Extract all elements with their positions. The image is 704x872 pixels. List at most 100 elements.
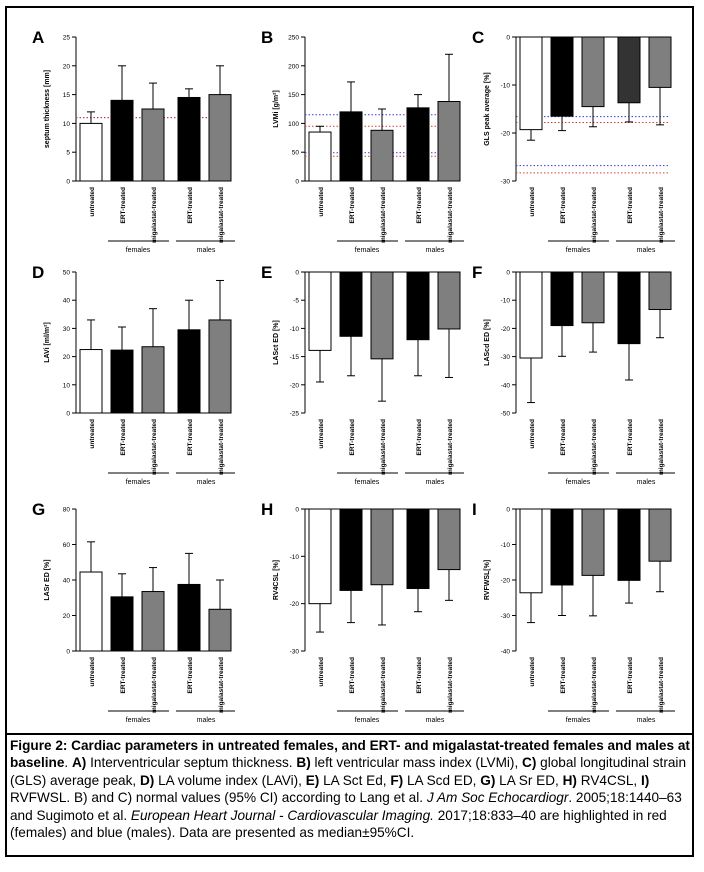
category-label: ERT-treated — [120, 657, 127, 694]
category-label: untreated — [89, 419, 96, 449]
panel-h: H 0 -10 -20 -30 RV4CSL [%] untreated ERT-treate… — [261, 500, 464, 724]
y-tick-label: 0 — [506, 507, 510, 514]
category-label: ERT-treated — [120, 419, 127, 456]
y-tick-label: 250 — [288, 35, 299, 42]
category-label: migalastat-treated — [218, 187, 225, 243]
panel-b: B 0 50 100 150 200 250 LVMi [g/m²] untreated ERT-… — [261, 28, 464, 254]
y-tick-label: 150 — [288, 92, 299, 99]
category-label: untreated — [318, 419, 325, 449]
caption-title: Figure 2: Cardiac parameters in untreate… — [10, 738, 690, 771]
category-label: ERT-treated — [187, 187, 194, 224]
bar — [339, 508, 363, 591]
group-label-males: males — [426, 717, 445, 724]
category-label: migalastat-treated — [591, 187, 598, 243]
category-label: migalastat-treated — [658, 657, 665, 713]
panel-letter: I — [472, 500, 477, 519]
y-tick-label: 20 — [63, 354, 71, 361]
category-label: untreated — [529, 187, 536, 217]
y-tick-label: 0 — [66, 411, 70, 418]
category-label: migalastat-treated — [151, 657, 158, 713]
bar — [141, 346, 165, 414]
bar — [110, 349, 134, 414]
bar — [177, 329, 201, 414]
group-label-males: males — [637, 247, 656, 254]
bar — [141, 591, 165, 652]
bar — [519, 508, 543, 594]
y-axis-label: GLS peak average [%] — [484, 72, 491, 146]
bar — [617, 36, 641, 104]
category-label: migalastat-treated — [447, 419, 454, 475]
category-label: ERT-treated — [349, 187, 356, 224]
category-label: ERT-treated — [416, 419, 423, 456]
group-label-females: females — [126, 479, 151, 486]
y-tick-label: 0 — [295, 507, 299, 514]
category-label: ERT-treated — [560, 187, 567, 224]
category-label: migalastat-treated — [218, 657, 225, 713]
y-tick-label: -10 — [290, 554, 300, 561]
bar — [110, 596, 134, 652]
figure-caption: Figure 2: Cardiac parameters in untreate… — [10, 738, 690, 841]
bar — [339, 111, 363, 182]
bar — [581, 36, 605, 108]
y-tick-label: -5 — [293, 298, 299, 305]
category-label: ERT-treated — [627, 187, 634, 224]
y-tick-label: -10 — [501, 298, 511, 305]
group-label-females: females — [126, 247, 151, 254]
bar — [177, 583, 201, 652]
category-label: migalastat-treated — [591, 657, 598, 713]
category-label: ERT-treated — [560, 657, 567, 694]
y-axis-label: LAVi [ml/m²] — [44, 322, 51, 363]
group-label-males: males — [637, 717, 656, 724]
bar — [177, 96, 201, 182]
bar — [581, 271, 605, 324]
category-label: ERT-treated — [416, 657, 423, 694]
group-label-females: females — [355, 479, 380, 486]
panel-i: I 0 -10 -20 -30 -40 RVFWSL[%] untreated ERT-trea… — [472, 500, 675, 724]
y-tick-label: -25 — [290, 411, 300, 418]
category-label: untreated — [529, 657, 536, 687]
y-tick-label: 15 — [63, 92, 71, 99]
bar — [581, 508, 605, 576]
group-label-females: females — [126, 717, 151, 724]
y-tick-label: 20 — [63, 63, 71, 70]
panel-letter: B — [261, 28, 273, 47]
group-label-males: males — [197, 717, 216, 724]
bar — [519, 271, 543, 359]
bar — [79, 571, 103, 652]
y-tick-label: -20 — [501, 131, 511, 138]
y-tick-label: -30 — [501, 179, 511, 186]
bar — [617, 508, 641, 581]
group-label-males: males — [197, 247, 216, 254]
category-label: migalastat-treated — [151, 419, 158, 475]
y-tick-label: -40 — [501, 382, 511, 389]
y-tick-label: 0 — [295, 270, 299, 277]
bar — [437, 508, 461, 571]
y-tick-label: 100 — [288, 121, 299, 128]
bar — [370, 508, 394, 586]
y-tick-label: 0 — [66, 179, 70, 186]
y-tick-label: 0 — [506, 270, 510, 277]
group-label-females: females — [355, 247, 380, 254]
y-tick-label: -40 — [501, 649, 511, 656]
bar — [370, 129, 394, 182]
bar — [208, 608, 232, 652]
group-label-females: females — [566, 247, 591, 254]
category-label: migalastat-treated — [658, 187, 665, 243]
bar — [437, 101, 461, 182]
y-tick-label: -20 — [290, 601, 300, 608]
y-tick-label: 60 — [63, 542, 71, 549]
category-label: migalastat-treated — [151, 187, 158, 243]
panel-g: G 0 20 40 60 80 LASr ED [%] untreated ERT-treate… — [32, 500, 235, 724]
y-tick-label: 50 — [292, 150, 300, 157]
panel-c: C 0 -10 -20 -30 GLS peak average [%] untreated… — [472, 28, 675, 254]
y-tick-label: 10 — [63, 382, 71, 389]
category-label: untreated — [318, 657, 325, 687]
group-label-females: females — [566, 479, 591, 486]
caption-divider — [5, 733, 694, 735]
bar — [406, 271, 430, 341]
bar — [550, 508, 574, 586]
y-tick-label: -10 — [501, 83, 511, 90]
bar — [339, 271, 363, 337]
category-label: untreated — [318, 187, 325, 217]
category-label: ERT-treated — [187, 657, 194, 694]
